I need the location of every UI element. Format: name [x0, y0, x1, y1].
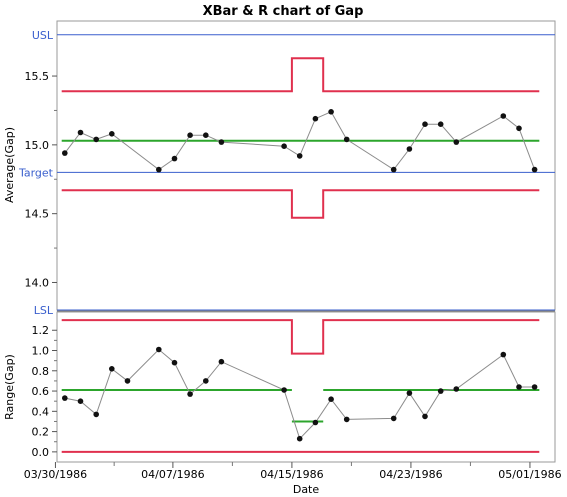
range-point — [516, 384, 522, 390]
range-point — [171, 359, 178, 366]
xbar-point — [296, 153, 303, 159]
range-point — [343, 416, 350, 423]
xbar-point — [422, 121, 428, 127]
xbar-point — [203, 132, 209, 138]
range-point — [531, 384, 538, 390]
xbar-lcl-line — [61, 189, 540, 219]
xbar-series-line — [64, 111, 536, 171]
x-axis-label: Date — [293, 483, 320, 496]
xbar-y-axis-label: Average(Gap) — [3, 127, 16, 203]
xbar-point — [218, 139, 225, 145]
range-y-tick-label: 0.6 — [32, 385, 50, 398]
xbar-point — [437, 121, 444, 127]
xbar-point — [328, 109, 334, 115]
range-point — [437, 388, 444, 394]
xbar-chart-layer: 14.0 14.5 15.0 15.5 USL Target LSL — [18, 29, 555, 317]
xbar-y-tick-label: 15.5 — [25, 70, 50, 83]
x-tick-label: 04/15/1986 — [260, 468, 323, 481]
range-point — [406, 390, 413, 396]
range-point — [124, 378, 131, 384]
range-ucl-line — [61, 319, 540, 355]
x-axis: 03/30/1986 04/07/1986 04/15/1986 04/23/1986… — [24, 462, 562, 481]
x-tick-label: 04/23/1986 — [379, 468, 442, 481]
range-point — [500, 351, 507, 358]
xbar-plot-frame — [56, 20, 556, 311]
range-chart-layer: 0.0 0.2 0.4 0.6 0.8 1.0 1.2 — [32, 319, 540, 459]
range-point — [187, 391, 193, 397]
range-point — [77, 398, 84, 405]
range-y-tick-label: 0.0 — [32, 446, 50, 459]
xbar-point — [171, 155, 178, 162]
x-tick-label: 04/07/1986 — [141, 468, 204, 481]
xbar-point — [187, 132, 193, 138]
xbar-point — [281, 143, 287, 149]
xbar-point — [109, 131, 115, 137]
xbar-point — [406, 146, 413, 152]
range-y-axis-label: Range(Gap) — [3, 354, 16, 420]
xbar-point — [531, 166, 538, 173]
xbar-point — [93, 136, 99, 143]
spec-label-lsl: LSL — [34, 304, 54, 317]
spec-label-target: Target — [18, 166, 54, 179]
range-point — [296, 435, 303, 442]
xbar-point — [62, 150, 68, 156]
xbar-point — [312, 115, 319, 122]
range-point — [312, 419, 319, 426]
xbar-point — [516, 125, 522, 132]
range-plot-frame — [56, 311, 556, 463]
xbar-point — [156, 166, 162, 173]
xbar-point — [500, 113, 507, 119]
xbar-y-tick-label: 14.5 — [25, 208, 50, 221]
range-point — [281, 387, 287, 393]
xbar-point — [77, 129, 84, 136]
range-y-tick-label: 1.0 — [32, 345, 50, 358]
range-point — [109, 366, 115, 372]
chart-title: XBar & R chart of Gap — [203, 4, 364, 19]
range-y-tick-label: 0.8 — [32, 365, 50, 378]
xbar-y-tick-label: 14.0 — [25, 276, 50, 289]
xbar-point — [453, 139, 460, 145]
range-point — [203, 378, 209, 384]
x-tick-label: 05/01/1986 — [498, 468, 561, 481]
range-y-tick-label: 0.2 — [32, 426, 50, 439]
xbar-ucl-line — [61, 57, 540, 93]
range-point — [156, 346, 162, 353]
xbar-point — [390, 166, 397, 173]
range-point — [390, 415, 397, 422]
range-point — [93, 411, 99, 418]
range-point — [422, 413, 428, 420]
range-y-tick-label: 0.4 — [32, 405, 50, 418]
range-point — [218, 358, 225, 365]
range-point — [62, 395, 68, 401]
range-point — [328, 396, 334, 403]
xbar-y-tick-label: 15.0 — [25, 139, 50, 152]
spec-label-usl: USL — [32, 29, 54, 42]
range-y-tick-label: 1.2 — [32, 324, 50, 337]
xbar-point — [343, 136, 350, 143]
range-point — [453, 386, 460, 392]
x-tick-label: 03/30/1986 — [24, 468, 87, 481]
